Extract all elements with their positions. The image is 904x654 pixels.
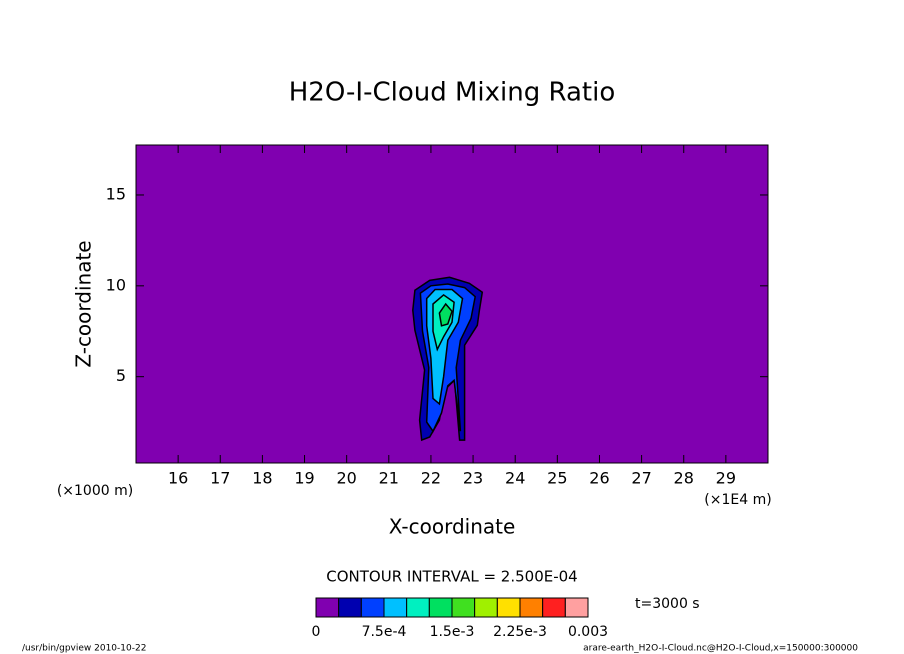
x-axis-label: X-coordinate [389,515,516,539]
footer-right: arare-earth_H2O-I-Cloud.nc@H2O-I-Cloud,x… [583,644,858,654]
colorbar-box [542,597,566,618]
x-tick-label: 19 [294,469,314,488]
x-tick-label: 20 [336,469,356,488]
y-axis-label: Z-coordinate [72,240,96,367]
colorbar-box [496,597,521,618]
colorbar-box [564,597,589,618]
x-tick-label: 22 [421,469,441,488]
y-tick-label: 15 [106,184,126,203]
colorbar-tick-label: 1.5e-3 [430,624,475,640]
footer-left: /usr/bin/gpview 2010-10-22 [22,644,146,654]
plot-frame [135,144,769,464]
x-tick-label: 26 [589,469,609,488]
colorbar-box [338,597,362,618]
x-tick-label: 21 [379,469,399,488]
x-tick-label: 29 [716,469,736,488]
colorbar-box [474,597,498,618]
x-tick-label: 18 [252,469,272,488]
colorbar-box [519,597,544,618]
colorbar-tick-label: 7.5e-4 [362,624,407,640]
x-tick-label: 27 [631,469,651,488]
y-tick-label: 10 [106,275,126,294]
colorbar-box [451,597,476,618]
colorbar-box [406,597,430,618]
x-tick-label: 17 [210,469,230,488]
x-tick-label: 24 [505,469,525,488]
colorbar-box [428,597,453,618]
x-tick-label: 28 [674,469,694,488]
colorbar-box [383,597,408,618]
x-tick-label: 16 [168,469,188,488]
colorbar-tick-label: 2.25e-3 [493,624,547,640]
y-tick-label: 5 [116,366,126,385]
contour-region [438,302,453,327]
x-tick-label: 23 [463,469,483,488]
time-label: t=3000 s [635,596,700,612]
x-tick-label: 25 [547,469,567,488]
colorbar-tick-label: 0.003 [568,624,608,640]
contour-interval: CONTOUR INTERVAL = 2.500E-04 [326,568,577,586]
colorbar-box [360,597,385,618]
chart-title: H2O-I-Cloud Mixing Ratio [289,78,616,108]
y-unit: (×1000 m) [57,483,133,499]
colorbar-tick-label: 0 [312,624,321,640]
x-unit: (×1E4 m) [704,492,771,508]
colorbar-box [315,597,340,618]
